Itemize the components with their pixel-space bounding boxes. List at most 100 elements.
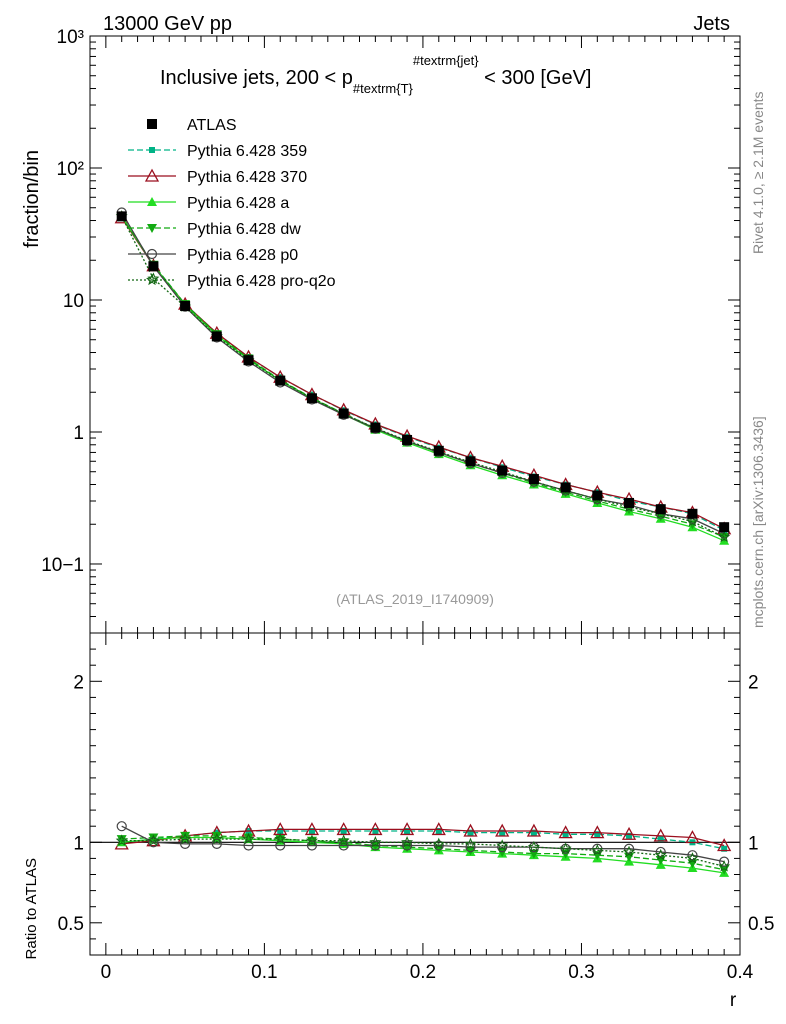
ratio-data-point [401,835,414,848]
ratio-data-point [526,823,541,837]
ratio-data-point [591,844,604,856]
ratio-data-point [467,829,474,836]
ratio-data-point [337,834,350,846]
ratio-data-point [499,829,506,836]
ratio-data-point [497,847,508,857]
ratio-data-point [654,848,667,861]
title-sub: #textrm{T} [353,81,414,96]
main-data-point [655,504,666,515]
ratio-data-point [464,837,477,850]
ratio-data-point [211,831,222,841]
ratio-ytick-label-right: 0.5 [748,914,774,935]
ratio-data-point [558,825,573,839]
ratio-ytick-label: 2 [73,672,84,693]
ratio-data-point [147,834,160,846]
ratio-data-point [718,860,731,872]
ratio-xlabel: r [730,990,737,1011]
main-series-layer [114,207,732,545]
plot-title: Inclusive jets, 200 < p#textrm{T} #textrm… [160,53,591,96]
ratio-series-pythia-6-428-pro-q2o [115,832,731,872]
header-right: Jets [693,13,730,35]
ratio-data-point [435,828,442,835]
ratio-series-line [121,828,725,847]
main-data-point [528,474,539,485]
ratio-data-point [179,832,192,845]
ratio-data-point [431,822,446,836]
ratio-data-point [399,822,415,836]
ratio-data-point [433,840,444,851]
ratio-data-point [242,832,255,845]
main-ytick-label: 10² [57,159,84,180]
legend-entry: Pythia 6.428 359 [128,143,307,160]
main-data-point [433,445,444,456]
main-data-point [718,530,731,543]
main-series-line [121,216,725,542]
legend-entry: Pythia 6.428 dw [128,221,301,238]
ratio-data-point [495,823,510,837]
mcplots-label: mcplots.cern.ch [arXiv:1306.3436] [750,416,766,628]
ratio-data-point [116,821,127,832]
ratio-ytick-label: 1 [73,833,84,854]
legend-marker [147,197,157,206]
legend-label: Pythia 6.428 359 [187,143,307,160]
title-suffix: < 300 [GeV] [479,67,592,89]
title-sup: #textrm{jet} [413,53,479,68]
ratio-data-point [277,828,284,835]
ratio-data-point [338,840,349,851]
ratio-data-point [497,842,508,853]
main-data-point [370,422,381,433]
main-data-point [687,508,698,519]
legend-label: Pythia 6.428 a [187,195,289,212]
ratio-data-point [721,845,728,852]
ratio-series-pythia-6-428-p0 [116,821,730,867]
ratio-data-point [305,834,318,846]
main-data-point [147,272,160,284]
ratio-ytick-label-right: 2 [748,672,759,693]
ratio-data-point [465,842,476,853]
ratio-data-point [594,831,601,838]
main-data-point [402,434,413,445]
main-ytick-label: 10 [63,291,84,312]
main-axis-ticks: 10−1 1 10 10² 10³ [41,27,741,634]
legend-marker [146,273,158,286]
header-left: 13000 GeV pp [103,13,232,35]
analysis-watermark: (ATLAS_2019_I1740909) [336,591,494,607]
ratio-data-point [623,845,636,858]
legend-entry: ATLAS [147,117,237,134]
main-data-point [338,408,349,419]
ratio-data-point [180,838,191,850]
ratio-data-point [528,849,539,859]
main-series-line [121,217,725,530]
ratio-data-point [308,828,315,835]
ratio-series-layer [114,821,732,877]
main-ytick-label: 10³ [57,27,84,48]
main-data-point [275,375,286,386]
ratio-data-point [340,828,347,835]
ratio-data-point [404,828,411,835]
main-data-point [180,301,191,312]
ratio-ylabel: Ratio to ATLAS [23,858,40,959]
main-data-point [686,515,699,527]
ratio-data-point [148,837,159,848]
ratio-series-line [121,836,725,874]
ratio-data-point [527,840,540,853]
main-data-point [211,331,222,342]
ratio-data-point [180,831,191,841]
main-data-point [719,522,730,533]
legend-entry: Pythia 6.428 370 [128,168,307,186]
legend-label: Pythia 6.428 p0 [187,247,298,264]
ratio-series-line [121,825,725,863]
legend-marker [146,248,158,260]
main-data-point [560,482,571,493]
rivet-label: Rivet 4.1.0, ≥ 2.1M events [750,91,766,254]
ratio-data-point [369,835,382,848]
legend-marker [144,168,160,182]
ratio-xtick-label: 0 [101,962,112,983]
ratio-data-point [653,828,668,842]
ratio-data-point [306,840,318,851]
legend-label: Pythia 6.428 370 [187,169,307,186]
ratio-data-point [623,843,635,854]
ratio-data-point [562,831,569,838]
ratio-data-point [274,832,287,845]
